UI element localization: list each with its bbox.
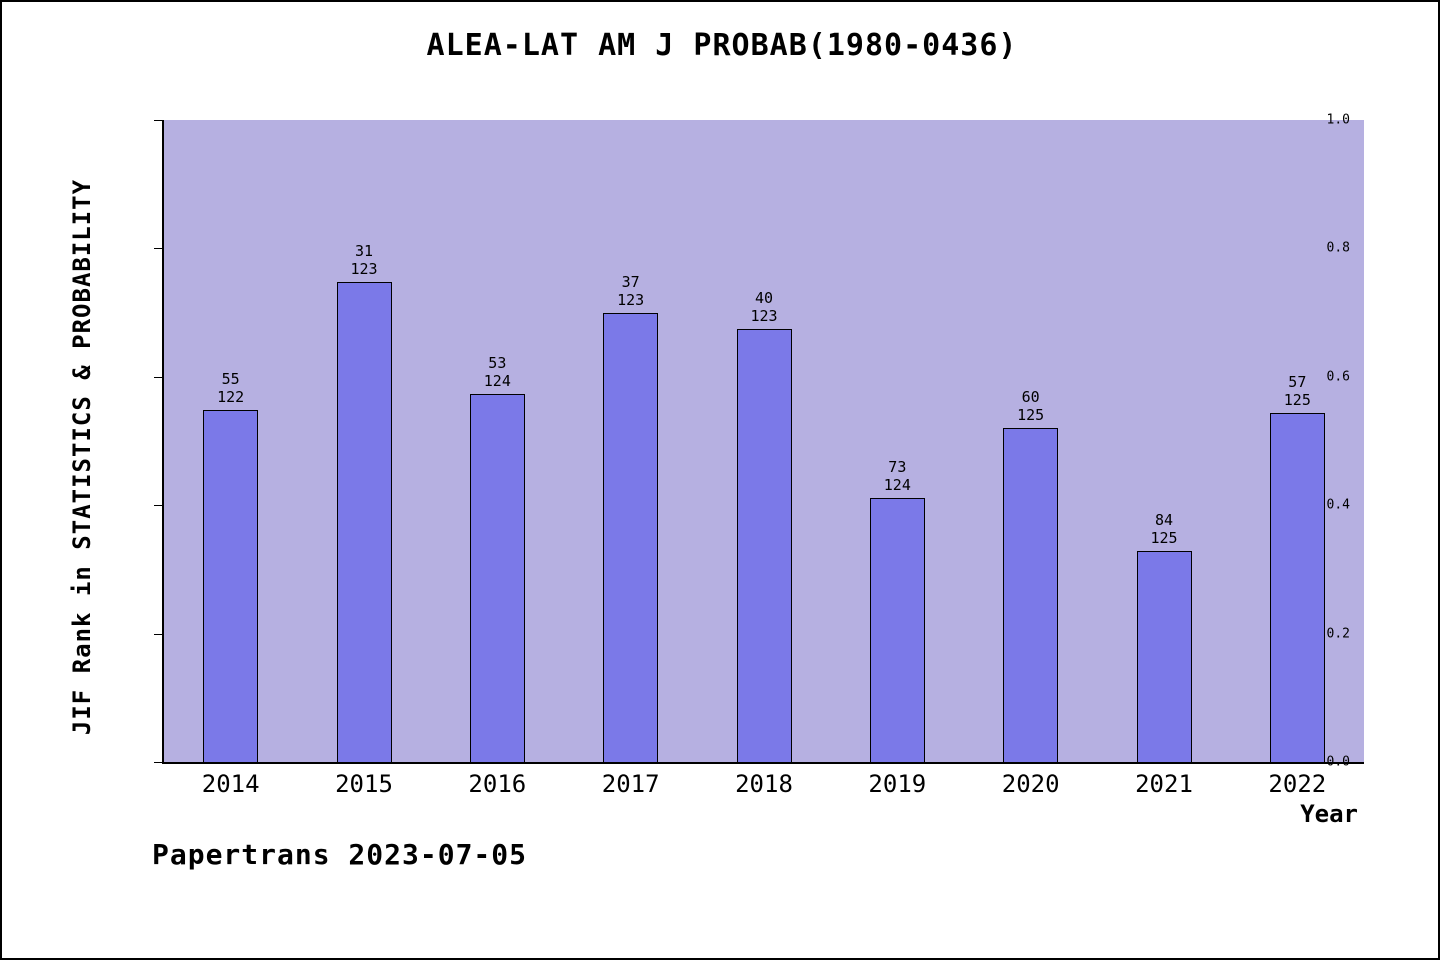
y-axis-tick: [154, 762, 164, 763]
bar-label: 57 125: [1283, 372, 1311, 409]
bar: [1136, 551, 1192, 762]
bar-label: 73 124: [883, 458, 911, 495]
y-tick-label: 1.0: [1326, 112, 1350, 128]
x-tick-label: 2021: [1135, 770, 1193, 798]
footer-text: Papertrans 2023-07-05: [152, 838, 528, 871]
bar: [1269, 412, 1325, 762]
y-axis-tick: [154, 505, 164, 507]
y-tick-label: 0.4: [1326, 497, 1350, 513]
bar: [869, 498, 925, 762]
x-tick-label: 2017: [601, 770, 660, 798]
x-tick-label: 2019: [868, 770, 927, 798]
x-tick-label: 2018: [735, 770, 793, 798]
bar-label: 53 124: [483, 354, 511, 391]
bar-label: 84 125: [1150, 511, 1178, 548]
x-tick-label: 2014: [201, 770, 260, 798]
bar: [469, 394, 525, 762]
y-axis-tick: [154, 248, 164, 250]
x-tick-label: 2015: [335, 770, 393, 798]
bar: [1003, 428, 1059, 762]
x-tick-label: 2022: [1268, 770, 1327, 798]
chart-title: ALEA-LAT AM J PROBAB(1980-0436): [426, 28, 1018, 63]
y-axis-label: JIF Rank in STATISTICS & PROBABILITY: [68, 178, 96, 736]
bar-label: 40 123: [750, 288, 778, 325]
x-tick-label: 2016: [468, 770, 527, 798]
bar: [736, 328, 792, 762]
y-axis-tick: [154, 120, 164, 121]
y-tick-label: 0.2: [1326, 626, 1350, 642]
plot-area: 0.0 0.2 0.4 0.6 0.8 1.0 55 122 2014 31 123 2015 53…: [154, 113, 1364, 798]
bar-label: 55 122: [217, 369, 245, 406]
x-axis-label: Year: [1300, 800, 1358, 828]
y-tick-label: 0.0: [1326, 754, 1350, 770]
y-axis-tick: [154, 376, 164, 378]
y-axis-tick: [154, 633, 164, 635]
bar-label: 37 123: [617, 273, 645, 310]
bar: [203, 409, 259, 762]
bar: [603, 313, 659, 762]
bar-label: 60 125: [1017, 388, 1045, 425]
y-tick-label: 0.6: [1326, 369, 1350, 385]
bar-label: 31 123: [350, 241, 378, 278]
bar: [336, 281, 392, 762]
x-tick-label: 2020: [1001, 770, 1060, 798]
y-tick-label: 0.8: [1326, 240, 1350, 256]
